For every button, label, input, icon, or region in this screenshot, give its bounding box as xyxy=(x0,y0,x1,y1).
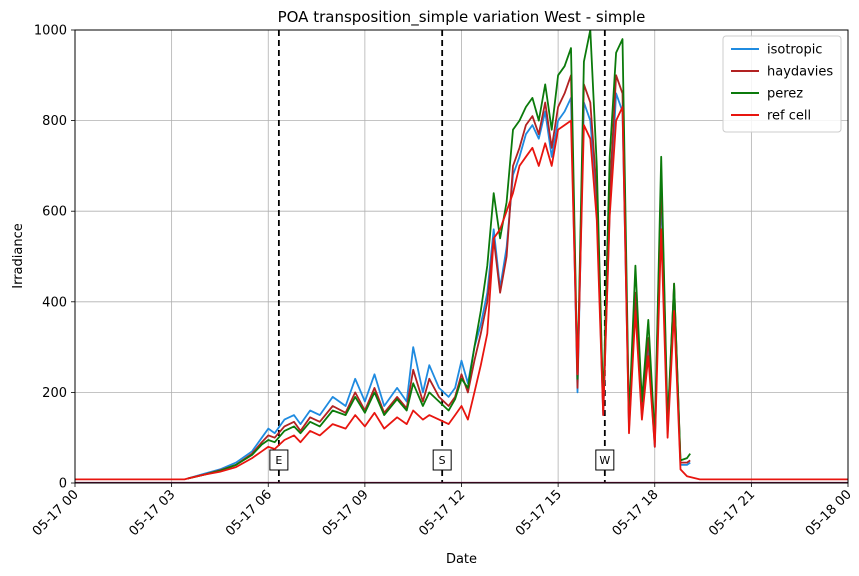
x-tick-label: 05-17 00 xyxy=(30,487,82,539)
legend-label: perez xyxy=(767,87,803,102)
y-tick-label: 800 xyxy=(42,114,67,129)
x-tick-label: 05-17 18 xyxy=(610,487,662,539)
x-tick-label: 05-17 12 xyxy=(416,487,468,539)
x-tick-label: 05-17 09 xyxy=(320,487,372,539)
x-axis-title: Date xyxy=(446,552,477,567)
marker-label-E: E xyxy=(275,454,282,467)
marker-box-E xyxy=(269,449,289,471)
x-tick-label: 05-17 03 xyxy=(127,487,179,539)
legend: isotropic haydavies perez ref cell xyxy=(722,35,842,133)
legend-label: isotropic xyxy=(767,43,822,58)
x-tick-label: 05-17 21 xyxy=(706,487,758,539)
x-tick-label: 05-17 06 xyxy=(223,487,275,539)
marker-box-W xyxy=(595,449,615,471)
x-axis-ticks: 05-17 00 05-17 03 05-17 06 05-17 09 05-17 12… xyxy=(30,483,855,539)
legend-box xyxy=(722,35,842,133)
x-tick-label: 05-18 00 xyxy=(803,487,855,539)
grid-lines xyxy=(75,30,848,483)
marker-label-W: W xyxy=(599,454,610,467)
legend-label: haydavies xyxy=(767,65,833,80)
y-tick-label: 200 xyxy=(42,386,67,401)
legend-label: ref cell xyxy=(767,109,811,124)
x-tick-label: 05-17 15 xyxy=(513,487,565,539)
marker-box-S xyxy=(432,449,452,471)
y-axis-ticks: 0 200 400 600 800 1000 xyxy=(34,24,75,492)
marker-label-S: S xyxy=(439,454,446,467)
y-axis-title: Irradiance xyxy=(11,223,26,288)
series-line-ref-cell xyxy=(75,106,848,481)
y-tick-label: 1000 xyxy=(34,24,67,39)
y-tick-label: 600 xyxy=(42,205,67,220)
chart-title: POA transposition_simple variation West … xyxy=(278,8,646,27)
y-tick-label: 400 xyxy=(42,295,67,310)
y-tick-label: 0 xyxy=(59,477,67,492)
